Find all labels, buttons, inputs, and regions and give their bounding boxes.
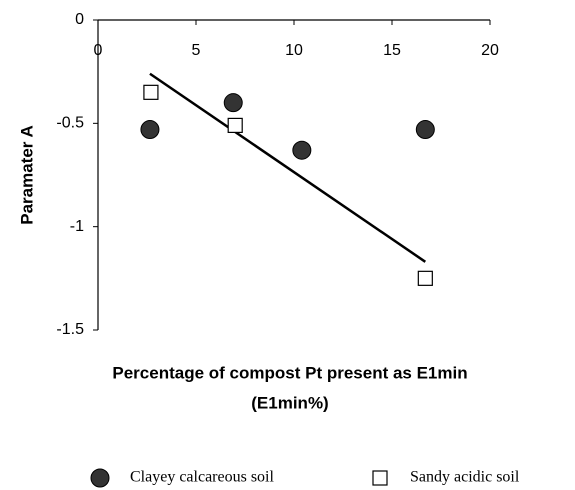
point <box>227 117 243 134</box>
legend-label: Clayey calcareous soil <box>130 469 275 486</box>
x-tick-label: 10 <box>285 42 303 59</box>
y-tick-label: -1 <box>70 218 84 235</box>
point <box>143 84 159 100</box>
x-axis-label: (E1min%) <box>251 393 328 412</box>
x-tick-label: 20 <box>481 42 499 59</box>
point <box>223 93 243 113</box>
x-tick-label: 5 <box>192 42 201 59</box>
y-tick-label: -1.5 <box>56 321 84 338</box>
point <box>292 140 312 160</box>
x-axis-label: Percentage of compost Pt present as E1mi… <box>112 363 467 382</box>
point <box>417 270 433 286</box>
legend-label: Sandy acidic soil <box>410 469 520 486</box>
point <box>140 120 160 140</box>
y-tick-label: -0.5 <box>56 115 84 132</box>
trend-line <box>149 72 427 263</box>
x-tick-label: 0 <box>94 42 103 59</box>
legend-marker <box>372 470 388 486</box>
y-axis-label: Paramater A <box>17 125 36 225</box>
x-tick-label: 15 <box>383 42 401 59</box>
point <box>415 120 435 140</box>
legend-marker <box>90 468 110 488</box>
y-tick-label: 0 <box>75 11 84 28</box>
